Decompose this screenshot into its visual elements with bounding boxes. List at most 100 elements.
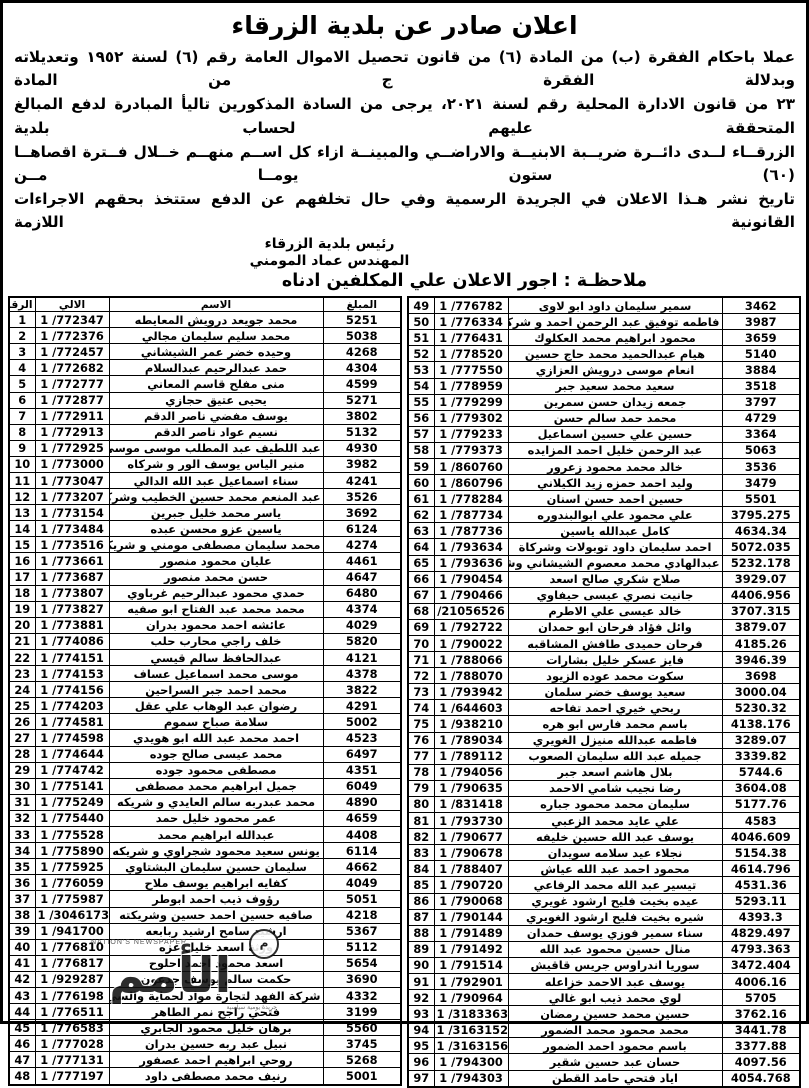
cell-amount: 3929.07 (721, 570, 801, 588)
cell-amount: 5001 (322, 1067, 402, 1086)
cell-auto-number: 1 /772913 (34, 423, 110, 441)
cell-auto-number: 1 /3163152 (433, 1021, 509, 1039)
cell-amount: 4029 (322, 616, 402, 634)
cell-auto-number: 1 /776583 (34, 1019, 110, 1037)
cell-row-number: 40 (8, 938, 36, 956)
cell-row-number: 24 (8, 681, 36, 699)
cell-amount: 5820 (322, 632, 402, 651)
cell-auto-number: 1 /775141 (34, 777, 110, 795)
body-paragraph-3: الزرقــاء لــدى دائــرة ضريــبة الابنيــ… (14, 142, 795, 184)
cell-name: سناء اسماعيل عبد الله الدالي (108, 471, 324, 490)
table-row: 6497 محمد عيسى صالح جوده 1 /774644 28 (8, 745, 402, 763)
cell-row-number: 38 (8, 906, 36, 924)
cell-auto-number: 1 /772347 (34, 311, 110, 329)
cell-amount: 3518 (721, 377, 801, 395)
cell-amount: 3884 (721, 361, 801, 379)
cell-amount: 4930 (322, 439, 402, 457)
cell-name: اسعد محمود احمد احلوح (108, 954, 324, 972)
table-row: 3946.39 فايز عسكر خليل بشارات 1 /788066 71 (407, 651, 801, 669)
cell-auto-number: 1 /779302 (433, 409, 509, 427)
cell-auto-number: 1 /779299 (433, 393, 509, 411)
cell-auto-number: 1 /776334 (433, 313, 509, 331)
cell-row-number: 43 (8, 986, 36, 1005)
cell-row-number: 35 (8, 858, 36, 876)
table-row: 3536 خالد محمد محمود زعرور 1 /860760 59 (407, 457, 801, 476)
table-row: 3987 فاطمه توفيق عبد الرحمن احمد و شركاها… (407, 313, 801, 331)
cell-row-number: 97 (407, 1069, 435, 1088)
table-row: 6114 يونس سعيد محمود شجراوي و شريكه 1 /775… (8, 842, 402, 860)
column-header-amount: المبلغ (322, 296, 402, 313)
cell-name: علي عايد محمد الزعبي (507, 812, 723, 830)
cell-name: حمد عبدالرحيم عبدالسلام (108, 359, 324, 377)
cell-row-number: 84 (407, 860, 435, 878)
cell-auto-number: 1 /794056 (433, 763, 509, 781)
cell-row-number: 8 (8, 423, 36, 441)
cell-name: انعام موسى درويش العزازي (507, 361, 723, 379)
cell-name: عبد الرحمن خليل احمد المزايده (507, 441, 723, 459)
cell-amount: 4659 (322, 809, 402, 828)
cell-amount: 4006.16 (721, 972, 801, 991)
table-row: 5132 نسيم عواد ناصر الدقم 1 /772913 8 (8, 423, 402, 441)
cell-name: فرحان حميدى طافش المشاقبه (507, 634, 723, 653)
table-row: 5063 عبد الرحمن خليل احمد المزايده 1 /7793… (407, 441, 801, 459)
cell-name: ياسين عزو محسن عبده (108, 520, 324, 538)
cell-row-number: 76 (407, 731, 435, 749)
cell-auto-number: 1 /777028 (34, 1035, 110, 1053)
cell-auto-number: 1 /775925 (34, 858, 110, 876)
cell-amount: 5268 (322, 1051, 402, 1069)
taxpayer-table-left: 3462 سمير سليمان داود ابو لاوى 1 /776782 49… (407, 296, 801, 1088)
cell-auto-number: 1 /790964 (433, 989, 509, 1007)
cell-name: سلامة صباح سموم (108, 713, 324, 731)
cell-row-number: 13 (8, 504, 36, 522)
cell-auto-number: 1 /773207 (34, 488, 110, 506)
cell-name: جانيت نصري عيسى حيفاوي (507, 586, 723, 604)
cell-name: يحيى عتيق حجازي (108, 391, 324, 409)
cell-amount: 6124 (322, 520, 402, 538)
cell-auto-number: 1 /773484 (34, 520, 110, 538)
cell-amount: 4268 (322, 343, 402, 361)
cell-name: خلف راجي محارب حلب (108, 632, 324, 651)
cell-row-number: 74 (407, 699, 435, 717)
cell-amount: 4274 (322, 536, 402, 554)
cell-row-number: 87 (407, 908, 435, 926)
cell-auto-number: 1 /774153 (34, 665, 110, 683)
cell-auto-number: 1 /777131 (34, 1051, 110, 1069)
cell-auto-number: 1 /790068 (433, 892, 509, 910)
cell-name: عبد المنعم محمد حسين الخطيب وشركاه (108, 488, 324, 506)
cell-row-number: 41 (8, 954, 36, 972)
cell-row-number: 46 (8, 1035, 36, 1053)
cell-amount: 3745 (322, 1035, 402, 1053)
cell-row-number: 92 (407, 989, 435, 1007)
cell-auto-number: 1 /793634 (433, 538, 509, 556)
cell-auto-number: 1 /773687 (34, 568, 110, 586)
cell-name: حسان عبد حسين شقير (507, 1053, 723, 1071)
cell-amount: 3000.04 (721, 683, 801, 701)
table-row: 4291 رضوان عبد الوهاب علي عقل 1 /774203 25 (8, 697, 402, 715)
table-row: 5140 هيام عبدالحميد محمد حاج حسين 1 /77852… (407, 345, 801, 363)
cell-name: ورثة اسعد خليل عزه (108, 938, 324, 956)
cell-auto-number: 1 /774581 (34, 713, 110, 731)
cell-auto-number: 1 /775440 (34, 809, 110, 828)
cell-row-number: 27 (8, 729, 36, 747)
cell-row-number: 10 (8, 455, 36, 473)
cell-amount: 4185.26 (721, 634, 801, 653)
cell-row-number: 12 (8, 488, 36, 506)
cell-auto-number: 1 /941700 (34, 922, 110, 940)
cell-row-number: 89 (407, 940, 435, 958)
cell-name: حمدي محمود عبدالرحيم غرباوي (108, 584, 324, 602)
cell-name: تيسير عبد الله محمد الرفاعي (507, 876, 723, 894)
cell-row-number: 70 (407, 634, 435, 653)
cell-auto-number: 1 /790466 (433, 586, 509, 604)
cell-amount: 4046.609 (721, 828, 801, 846)
cell-name: موسى محمد اسماعيل عساف (108, 665, 324, 683)
cell-amount: 5705 (721, 989, 801, 1007)
table-row: 3604.08 رضا نجيب شامي الاحمد 1 /790635 79 (407, 779, 801, 797)
cell-auto-number: 1 /790720 (433, 876, 509, 894)
cell-name: سليمان محمد محمود جباره (507, 795, 723, 814)
cell-auto-number: 1 /778959 (433, 377, 509, 395)
table-row: 3690 حكمت سالم يوسف جدعون 1 /929287 42 (8, 970, 402, 988)
cell-row-number: 53 (407, 361, 435, 379)
cell-name: بلال هاشم اسعد جبر (507, 763, 723, 781)
cell-amount: 3762.16 (721, 1005, 801, 1023)
